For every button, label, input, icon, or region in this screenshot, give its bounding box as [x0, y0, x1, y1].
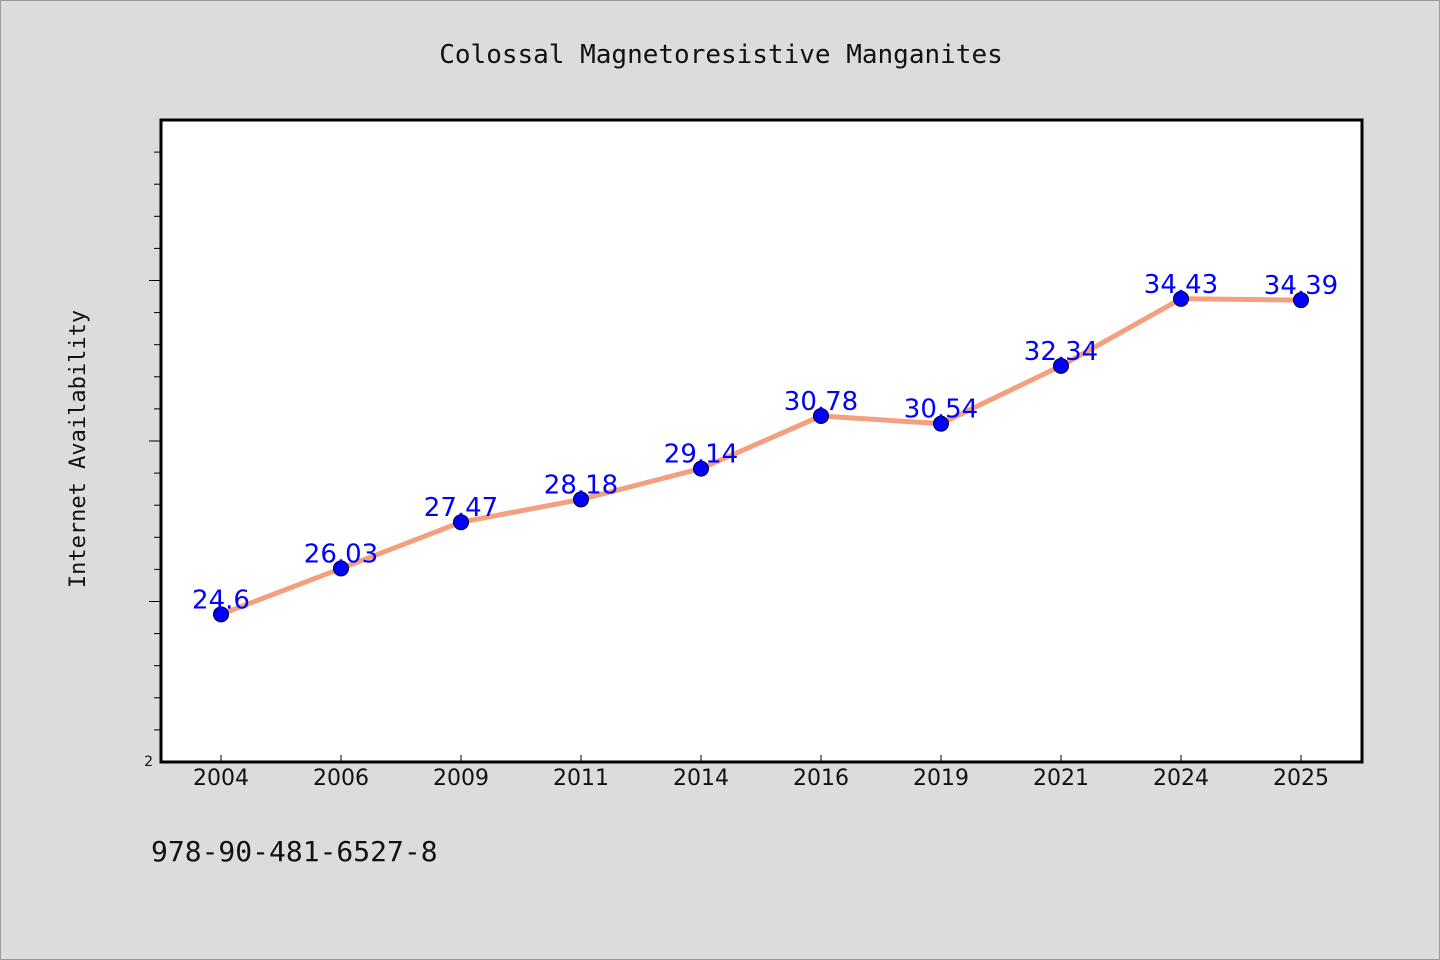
data-label: 32.34 [1024, 337, 1098, 367]
data-point [1053, 357, 1069, 374]
data-point [693, 460, 709, 477]
data-point [333, 560, 349, 577]
y-tick-label: 2 [144, 754, 153, 770]
x-tick-label: 2024 [1153, 766, 1209, 791]
y-axis-tick-labels: 2 [144, 754, 153, 770]
x-tick-label: 2011 [553, 766, 609, 791]
x-tick-label: 2006 [313, 766, 369, 791]
data-point [1173, 290, 1189, 307]
data-label: 34.39 [1264, 271, 1338, 301]
x-tick-label: 2004 [193, 766, 249, 791]
data-point [213, 606, 229, 623]
chart-title: Colossal Magnetoresistive Manganites [439, 40, 1003, 70]
data-label: 26.03 [304, 539, 378, 569]
data-labels: 24.6 26.03 27.47 28.18 29.14 30.78 30.54 32.34 3… [192, 270, 1338, 616]
x-tick-label: 2009 [433, 766, 489, 791]
data-label: 30.54 [904, 395, 978, 425]
data-label: 29.14 [664, 440, 738, 470]
series-line [218, 296, 1304, 617]
data-label: 27.47 [424, 493, 498, 523]
data-markers [213, 290, 1309, 623]
data-point [573, 491, 589, 508]
x-tick-label: 2014 [673, 766, 729, 791]
footer-identifier: 978-90-481-6527-8 [151, 835, 438, 868]
x-axis-ticks [220, 755, 1302, 762]
data-point [813, 407, 829, 424]
y-axis-ticks [149, 151, 161, 731]
x-tick-label: 2019 [913, 766, 969, 791]
x-tick-label: 2021 [1033, 766, 1089, 791]
y-axis-label: Internet Availability [66, 310, 91, 588]
series-line-group [218, 296, 1304, 617]
data-label: 34.43 [1144, 270, 1218, 300]
data-label: 28.18 [544, 470, 618, 500]
data-label: 24.6 [192, 585, 250, 615]
data-point [933, 415, 949, 432]
data-point [453, 514, 469, 531]
data-point [1293, 292, 1309, 309]
x-axis-tick-labels: 2004 2006 2009 2011 2014 2016 2019 2021 2024 2025 [193, 766, 1329, 791]
x-tick-label: 2025 [1273, 766, 1329, 791]
x-tick-label: 2016 [793, 766, 849, 791]
data-label: 30.78 [784, 387, 858, 417]
